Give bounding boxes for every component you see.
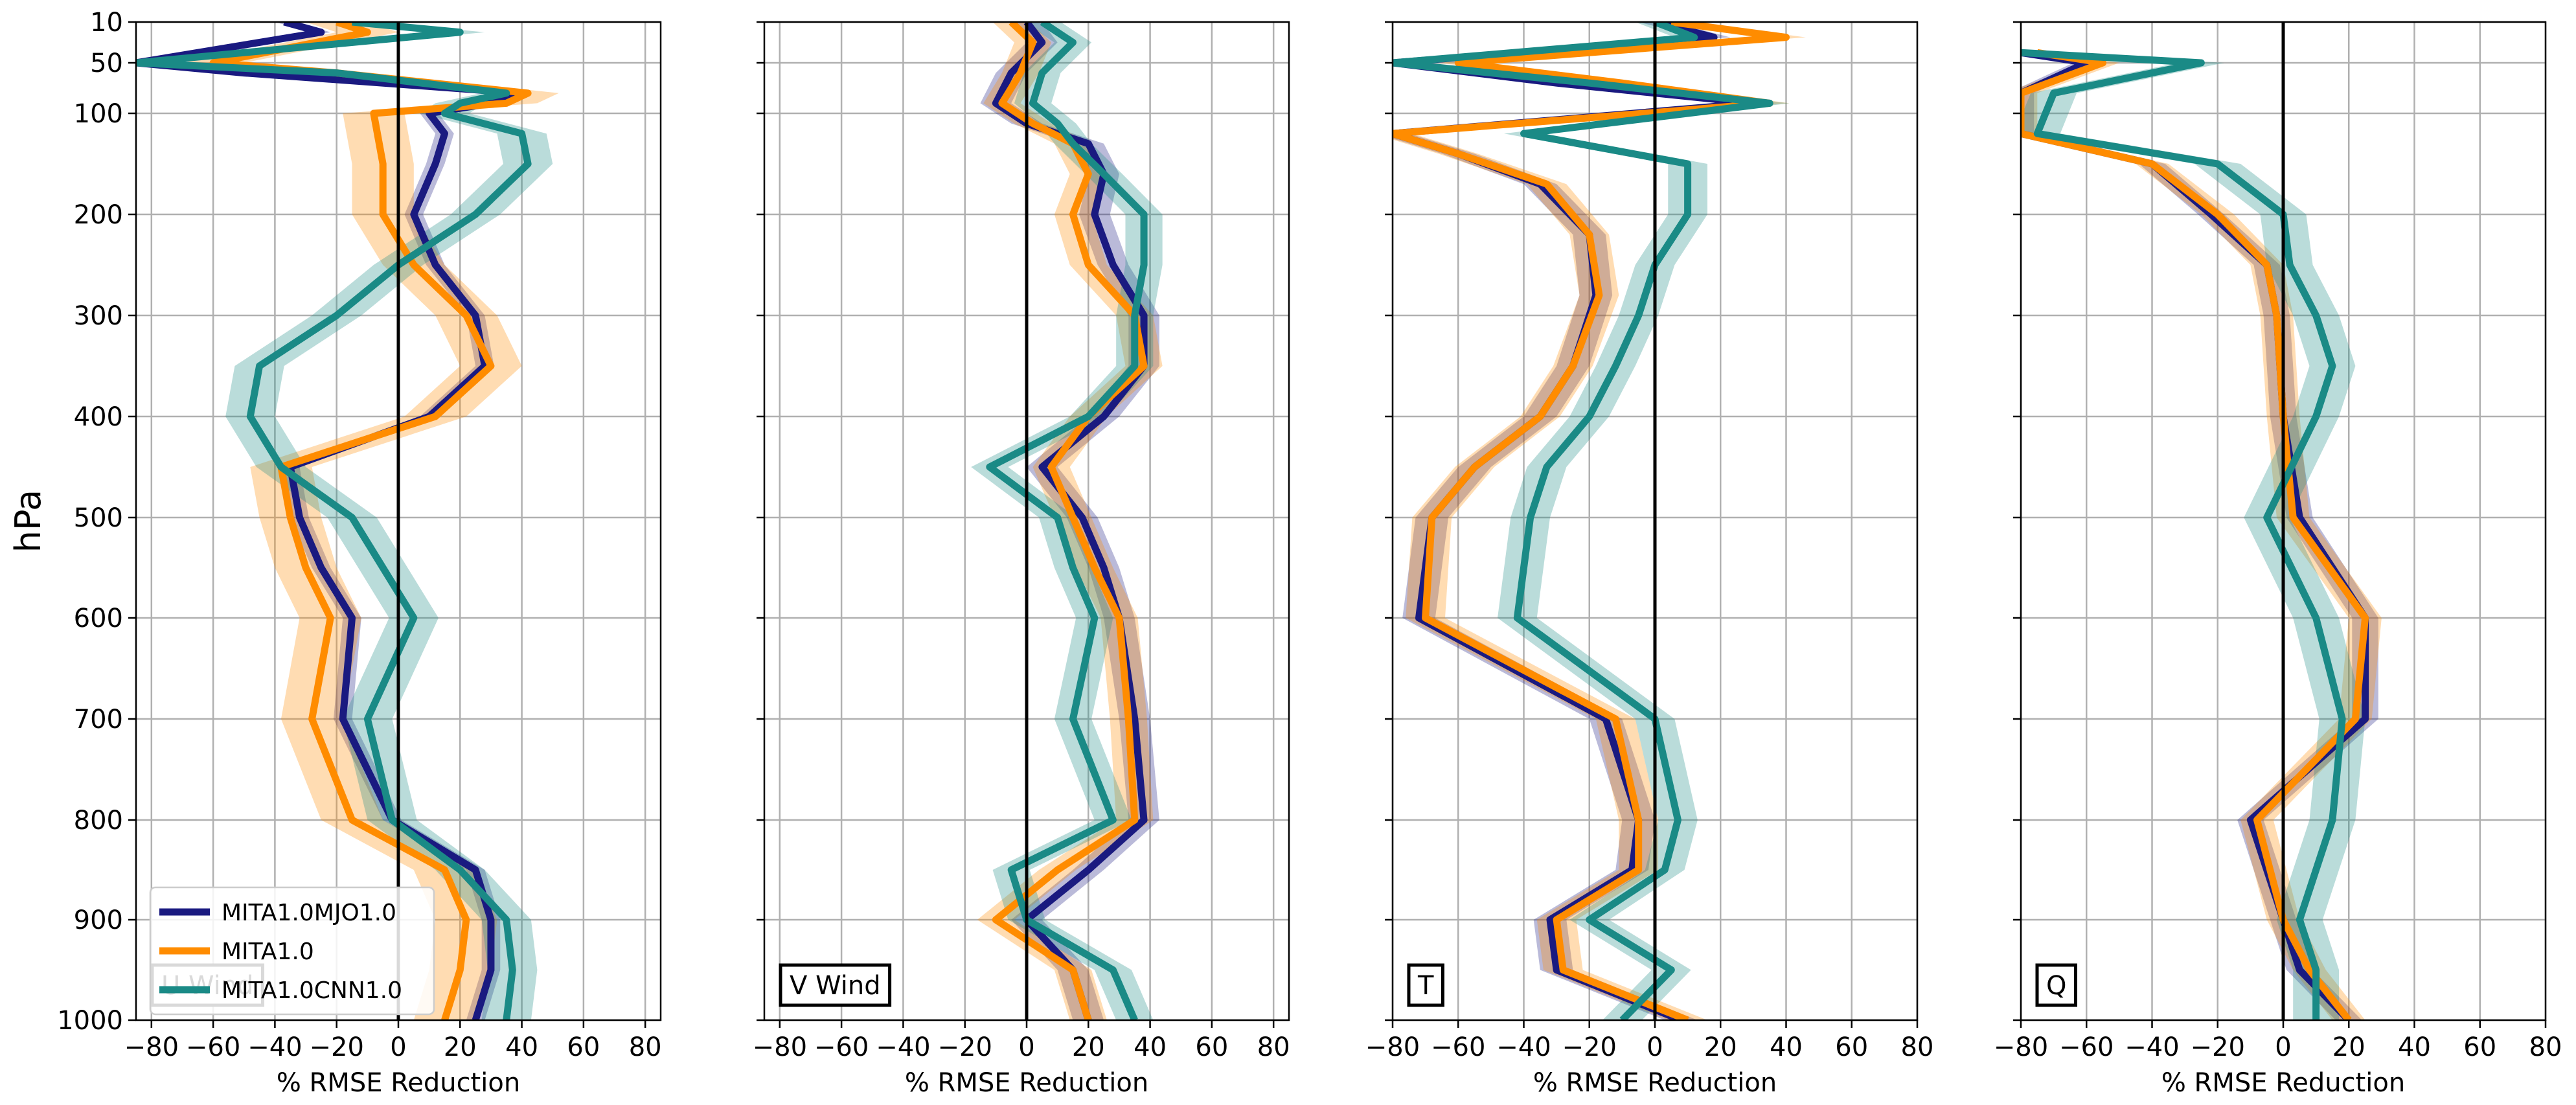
x-tick-label: 40: [1134, 1032, 1167, 1062]
x-tick-label: 80: [1257, 1032, 1290, 1062]
x-axis-title: % RMSE Reduction: [905, 1068, 1148, 1098]
y-tick-label: 10: [90, 8, 123, 38]
x-tick-label: 20: [1072, 1032, 1105, 1062]
series-line-mita10: [2021, 49, 2369, 1020]
x-tick-label: 60: [1835, 1032, 1868, 1062]
x-tick-label: 40: [505, 1032, 538, 1062]
legend-entry: MITA1.0: [222, 939, 314, 965]
x-axis-title: % RMSE Reduction: [277, 1068, 520, 1098]
y-tick-label: 900: [74, 906, 123, 935]
uncertainty-band-mita10: [182, 22, 559, 1020]
x-tick-label: −80: [1994, 1032, 2048, 1062]
x-tick-label: −80: [1365, 1032, 1420, 1062]
x-axis-title: % RMSE Reduction: [1533, 1068, 1777, 1098]
y-tick-label: 400: [74, 402, 123, 432]
x-tick-label: 0: [1647, 1032, 1663, 1062]
panel-label-box: [779, 963, 892, 1007]
x-tick-label: 40: [1770, 1032, 1803, 1062]
series-group: [136, 22, 559, 1020]
x-tick-label: 80: [2529, 1032, 2562, 1062]
y-tick-label: 100: [74, 99, 123, 129]
x-tick-label: −60: [2059, 1032, 2114, 1062]
panel-label-box: [2035, 963, 2077, 1007]
x-tick-label: 20: [444, 1032, 477, 1062]
x-tick-label: −40: [876, 1032, 930, 1062]
x-tick-label: −60: [814, 1032, 869, 1062]
panel-label-text: V Wind: [790, 971, 881, 1001]
y-tick-label: 50: [90, 49, 123, 78]
x-tick-label: −80: [124, 1032, 179, 1062]
x-tick-label: 60: [567, 1032, 600, 1062]
x-tick-label: 20: [2332, 1032, 2365, 1062]
series-group: [1393, 22, 1806, 1020]
panel-label: T: [1407, 963, 1444, 1007]
x-axis-title: % RMSE Reduction: [2161, 1068, 2405, 1098]
series-line-mita10cnn10: [986, 22, 1148, 1020]
series-group: [2021, 49, 2382, 1020]
x-tick-label: −60: [1431, 1032, 1485, 1062]
panel-label-text: T: [1417, 971, 1434, 1001]
x-tick-label: 80: [629, 1032, 662, 1062]
uncertainty-band-mita10: [2021, 52, 2382, 1020]
uncertainty-band-mita10cnn10: [136, 22, 553, 1020]
x-tick-label: 0: [2275, 1032, 2291, 1062]
y-tick-label: 300: [74, 301, 123, 331]
uncertainty-band-mita10cnn10: [971, 22, 1163, 1020]
x-tick-label: −40: [247, 1032, 302, 1062]
x-tick-label: 20: [1704, 1032, 1737, 1062]
x-tick-label: −40: [2125, 1032, 2179, 1062]
panel-label: V Wind: [779, 963, 892, 1007]
uncertainty-band-mita10mjo10: [2021, 52, 2378, 1020]
panel-label: Q: [2035, 963, 2077, 1007]
y-axis-title: hPa: [8, 490, 49, 552]
x-tick-label: 0: [390, 1032, 406, 1062]
series-line-mita10cnn10: [2021, 49, 2346, 1020]
uncertainty-band-mita10cnn10: [2021, 52, 2365, 1020]
panel-label-text: Q: [2046, 971, 2066, 1001]
panel-label-box: [1407, 963, 1444, 1007]
y-tick-label: 600: [74, 604, 123, 633]
x-tick-label: 0: [1018, 1032, 1034, 1062]
x-tick-label: −20: [309, 1032, 363, 1062]
series-group: [971, 22, 1163, 1020]
y-tick-label: 1000: [57, 1006, 123, 1036]
legend-entry: MITA1.0CNN1.0: [222, 977, 402, 1004]
y-tick-label: 800: [74, 806, 123, 836]
panel-2: −80 −60 −40 −20 0 20 40 60 80 % RMSE Reduction V W…: [753, 21, 1290, 1098]
legend-box: [149, 886, 435, 1016]
x-tick-label: 60: [2463, 1032, 2496, 1062]
x-tick-label: −80: [753, 1032, 807, 1062]
x-tick-label: −40: [1496, 1032, 1551, 1062]
series-line-mita10cnn10: [1393, 22, 1773, 1020]
panel-3: −80 −60 −40 −20 0 20 40 60 80 % RMSE Reduction T: [1365, 21, 1934, 1098]
x-tick-label: 40: [2398, 1032, 2431, 1062]
x-tick-label: −20: [1562, 1032, 1617, 1062]
y-tick-label: 500: [74, 503, 123, 533]
legend-entry: MITA1.0MJO1.0: [222, 900, 396, 926]
panel-4: −80 −60 −40 −20 0 20 40 60 80 % RMSE Reduction Q: [1994, 21, 2562, 1098]
x-tick-label: −60: [186, 1032, 240, 1062]
series-line-mita10cnn10: [136, 22, 532, 1020]
x-tick-label: −20: [2191, 1032, 2245, 1062]
x-tick-label: −20: [937, 1032, 992, 1062]
y-tick-label: 200: [74, 200, 123, 230]
uncertainty-band-mita10: [977, 22, 1163, 1020]
x-tick-label: 80: [1901, 1032, 1934, 1062]
y-tick-label: 700: [74, 705, 123, 735]
uncertainty-band-mita10mjo10: [136, 22, 531, 1020]
x-tick-label: 60: [1195, 1032, 1228, 1062]
